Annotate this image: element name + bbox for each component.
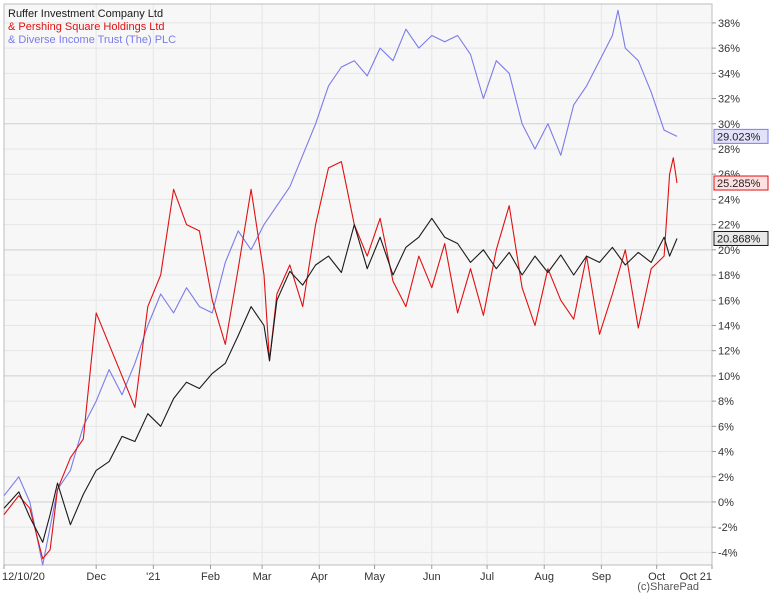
x-tick-label: 12/10/20 [2, 571, 45, 583]
last-value-label-0: 20.868% [717, 233, 761, 245]
y-tick-label: 12% [718, 346, 740, 358]
last-value-tags: 20.868% 25.285% 29.023% [713, 128, 769, 246]
series-line-0 [3, 217, 678, 543]
y-tick-label: 4% [718, 447, 734, 459]
y-tick-label: 14% [718, 320, 740, 332]
y-tick-label: 10% [718, 371, 740, 383]
x-tick-label: Jul [480, 571, 494, 583]
y-tick-label: 38% [718, 18, 740, 30]
y-tick-label: -2% [718, 522, 738, 534]
series-line-2 [3, 9, 678, 566]
y-tick-label: 0% [718, 497, 734, 509]
x-axis: 12/10/20 Dec '21 Feb Mar Apr May Jun Jul Aug Sep Oc… [2, 565, 713, 583]
plot-border [3, 3, 713, 566]
legend-entry-diverse: & Diverse Income Trust (The) PLC [8, 34, 177, 46]
x-tick-label: Jun [423, 571, 441, 583]
x-tick-label: Feb [201, 571, 220, 583]
y-tick-label: 24% [718, 194, 740, 206]
plot-background [4, 4, 712, 565]
gridlines [3, 3, 713, 566]
legend-entry-pershing: & Pershing Square Holdings Ltd [8, 21, 165, 33]
y-tick-label: -4% [718, 547, 738, 559]
x-tick-label: '21 [146, 571, 160, 583]
y-tick-label: 34% [718, 68, 740, 80]
y-tick-label: 20% [718, 245, 740, 257]
y-tick-label: 2% [718, 472, 734, 484]
y-tick-label: 8% [718, 396, 734, 408]
y-tick-label: 30% [718, 119, 740, 131]
y-tick-label: 36% [718, 43, 740, 55]
last-value-label-1: 25.285% [717, 178, 761, 190]
y-tick-label: 18% [718, 270, 740, 282]
copyright-text: (c)SharePad [637, 581, 699, 593]
legend: Ruffer Investment Company Ltd & Pershing… [8, 8, 176, 47]
last-value-label-2: 29.023% [717, 131, 761, 143]
last-value-tag-0 [713, 230, 769, 246]
y-tick-label: 6% [718, 421, 734, 433]
x-tick-label: Dec [86, 571, 106, 583]
x-tick-label: Aug [534, 571, 554, 583]
x-tick-label: May [364, 571, 385, 583]
y-tick-label: 32% [718, 94, 740, 106]
series-lines [3, 9, 678, 566]
y-tick-label: 16% [718, 295, 740, 307]
y-tick-label: 22% [718, 220, 740, 232]
x-tick-label: Mar [253, 571, 272, 583]
y-tick-label: 28% [718, 144, 740, 156]
last-value-tag-2 [713, 128, 769, 144]
series-line-1 [3, 157, 678, 560]
x-tick-label: Apr [311, 571, 328, 583]
legend-entry-ruffer: Ruffer Investment Company Ltd [8, 8, 164, 20]
y-axis: -4% -2% 0% 2% 4% 6% 8% 10% 12% 14% 16% 18% 20% 22% 24%… [712, 18, 740, 559]
last-value-tag-1 [713, 175, 769, 191]
x-tick-label: Oct 21 [680, 571, 712, 583]
x-tick-label: Oct [648, 571, 665, 583]
x-tick-label: Sep [592, 571, 612, 583]
